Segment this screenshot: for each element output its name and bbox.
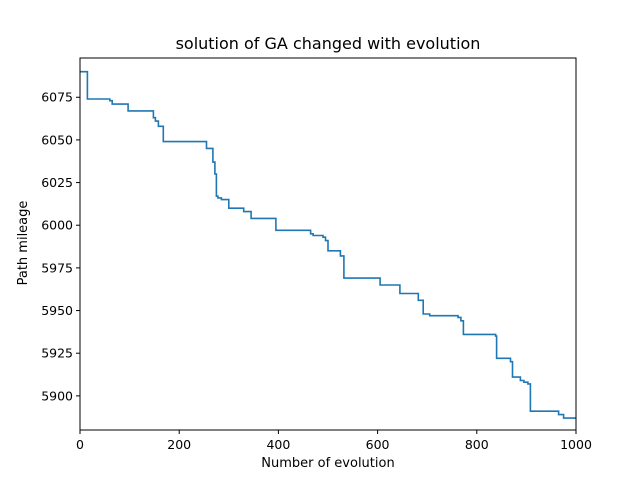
plot-area: 0 200 400 600 800 1000 5900 5925 5950 5975 6000 60… (41, 57, 592, 452)
y-tick-label: 5975 (41, 260, 73, 275)
x-tick-label: 1000 (560, 437, 592, 452)
x-axis-label: Number of evolution (261, 456, 394, 471)
y-tick-label: 6000 (41, 218, 73, 233)
x-tick-label: 200 (167, 437, 191, 452)
x-tick-label: 400 (266, 437, 290, 452)
x-axis-ticks: 0 200 400 600 800 1000 (76, 430, 592, 452)
x-tick-label: 800 (465, 437, 489, 452)
x-tick-label: 600 (366, 437, 390, 452)
y-axis-ticks: 5900 5925 5950 5975 6000 6025 6050 6075 (41, 90, 80, 403)
y-tick-label: 6025 (41, 175, 73, 190)
y-axis-label: Path mileage (16, 201, 31, 286)
chart-title: solution of GA changed with evolution (176, 34, 481, 53)
axes-frame (79, 57, 577, 431)
y-tick-label: 6075 (41, 90, 73, 105)
y-tick-label: 6050 (41, 132, 73, 147)
x-tick-label: 0 (76, 437, 84, 452)
y-tick-label: 5950 (41, 303, 73, 318)
y-tick-label: 5925 (41, 346, 73, 361)
series-line (80, 70, 576, 419)
y-tick-label: 5900 (41, 388, 73, 403)
